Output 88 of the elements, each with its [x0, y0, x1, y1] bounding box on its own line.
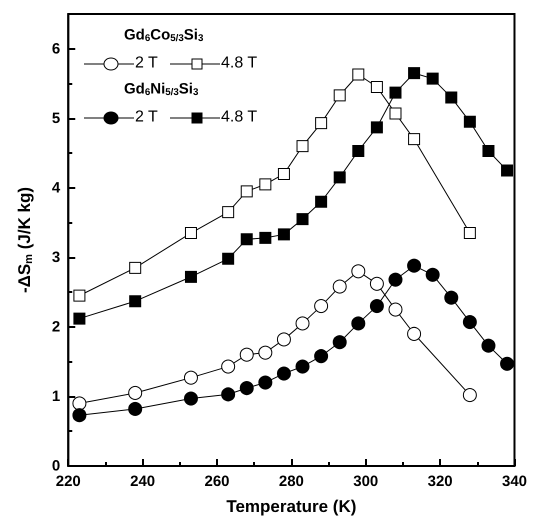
- point: [73, 290, 86, 302]
- point: [501, 164, 514, 176]
- x-axis-title: Temperature (K): [226, 497, 356, 516]
- point: [444, 290, 458, 305]
- point: [184, 270, 197, 283]
- point: [315, 117, 328, 130]
- point: [314, 299, 328, 314]
- point: [184, 370, 198, 385]
- point: [296, 213, 309, 226]
- x-tick-label: 280: [278, 473, 304, 490]
- point: [370, 276, 384, 291]
- y-tick-label: 0: [52, 458, 60, 474]
- y-tick-label: 3: [52, 248, 60, 266]
- point: [389, 86, 402, 99]
- point: [240, 233, 253, 246]
- point: [296, 360, 310, 374]
- point: [221, 360, 236, 374]
- point: [482, 144, 494, 157]
- point: [72, 408, 86, 422]
- point: [278, 168, 290, 180]
- y-tick-label: 1: [52, 388, 60, 405]
- point: [222, 252, 234, 265]
- point: [426, 268, 440, 282]
- point: [352, 68, 364, 80]
- point: [332, 280, 347, 294]
- point: [462, 315, 477, 330]
- y-tick-label: 6: [52, 40, 60, 58]
- point: [351, 264, 366, 278]
- point: [184, 392, 198, 406]
- point: [462, 388, 477, 402]
- point: [221, 387, 236, 402]
- point: [464, 227, 476, 240]
- legend-label: 4.8 T: [221, 54, 258, 72]
- point: [370, 121, 383, 134]
- x-tick-label: 260: [204, 473, 230, 490]
- point: [276, 366, 291, 381]
- x-tick-label: 240: [130, 473, 156, 490]
- point: [184, 227, 197, 240]
- point: [240, 185, 253, 198]
- point: [259, 178, 272, 190]
- point: [500, 356, 514, 371]
- legend-label: 2 T: [135, 108, 158, 126]
- point: [334, 89, 346, 102]
- x-tick-label: 300: [353, 473, 378, 490]
- point: [388, 272, 402, 287]
- legend-label: 2 T: [135, 54, 158, 72]
- point: [426, 72, 439, 85]
- point: [351, 316, 366, 330]
- point: [128, 386, 142, 400]
- y-tick-label: 5: [52, 110, 60, 127]
- legend-label: 4.8 T: [221, 108, 258, 126]
- point: [296, 316, 310, 330]
- point: [258, 346, 272, 360]
- point: [258, 376, 272, 390]
- point: [222, 206, 234, 218]
- point: [259, 232, 272, 244]
- x-tick-label: 320: [428, 473, 453, 490]
- point: [389, 107, 402, 120]
- point: [240, 348, 254, 362]
- point: [445, 91, 458, 104]
- x-tick-label: 220: [56, 473, 81, 490]
- point: [128, 402, 142, 416]
- point: [129, 295, 142, 308]
- point: [129, 262, 142, 274]
- y-tick-label: 2: [52, 318, 60, 336]
- point: [315, 196, 328, 208]
- point: [408, 133, 420, 146]
- point: [407, 326, 422, 341]
- point: [278, 228, 290, 240]
- point: [370, 299, 384, 314]
- point: [296, 140, 309, 152]
- point: [388, 302, 402, 317]
- point: [352, 144, 364, 157]
- point: [276, 332, 291, 346]
- point: [334, 171, 346, 184]
- point: [464, 116, 476, 128]
- point: [370, 81, 383, 94]
- x-tick-label: 340: [502, 473, 527, 490]
- point: [240, 381, 254, 396]
- point: [72, 396, 86, 410]
- point: [481, 338, 496, 353]
- point: [407, 258, 422, 273]
- point: [314, 349, 328, 364]
- point: [73, 312, 86, 325]
- y-axis-title: -ΔSm (J/K kg): [15, 186, 35, 294]
- point: [408, 67, 420, 80]
- y-tick-label: 4: [52, 179, 61, 196]
- point: [332, 335, 347, 350]
